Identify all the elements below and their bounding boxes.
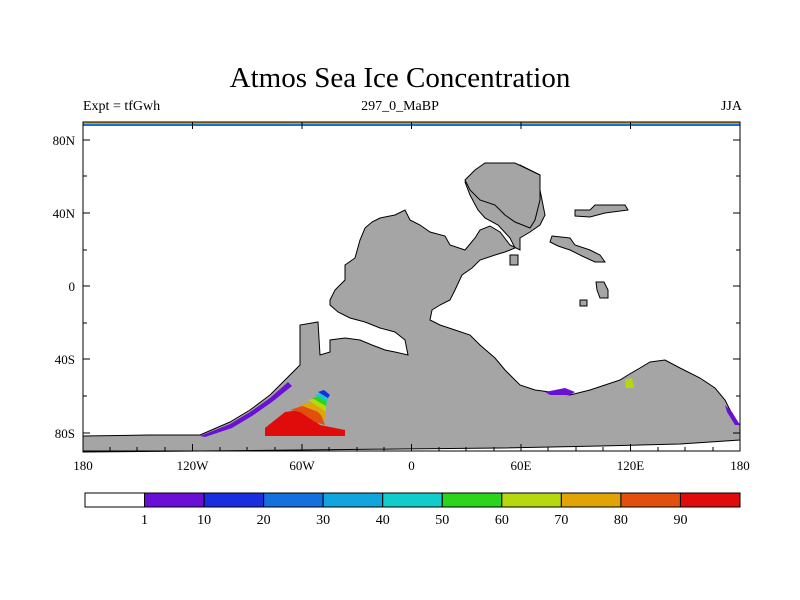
lon-label-120w: 120W (177, 458, 210, 473)
lon-labels: 180 120W 60W 0 60E 120E 180 (73, 458, 750, 473)
lon-label-180w: 180 (73, 458, 93, 473)
land-east-block (464, 162, 541, 229)
colorbar-label: 20 (257, 513, 271, 528)
lat-ticks (83, 139, 740, 434)
colorbar-swatch (84, 492, 146, 508)
ice-edge-4 (725, 405, 740, 425)
land-island-2 (549, 235, 606, 263)
colorbar-swatch (382, 492, 443, 508)
season-label: JJA (720, 99, 742, 114)
colorbar-label: 40 (376, 513, 390, 528)
lon-label-180e: 180 (730, 458, 750, 473)
colorbar-label: 50 (435, 513, 449, 528)
chart-title: Atmos Sea Ice Concentration (229, 62, 571, 94)
ice-edge-2 (545, 388, 575, 395)
colorbar-label: 30 (316, 513, 330, 528)
ice-cyan (315, 393, 328, 402)
ice-edge-3 (625, 378, 634, 388)
lat-labels: 80N 40N 0 40S 80S (53, 133, 76, 441)
lat-label-80s: 80S (55, 426, 75, 441)
land-pangaea (82, 162, 741, 453)
lat-label-0: 0 (69, 279, 76, 294)
age-label: 297_0_MaBP (361, 99, 439, 114)
ice-orange (290, 405, 325, 425)
colorbar-swatch (322, 492, 384, 508)
lon-label-60e: 60E (511, 458, 532, 473)
colorbar-swatch (263, 492, 324, 508)
experiment-label: Expt = tfGwh (83, 99, 161, 114)
landmasses (82, 162, 741, 453)
ice-green (312, 396, 327, 406)
lat-label-80n: 80N (53, 133, 76, 148)
colorbar-swatch (560, 492, 622, 508)
land-island-4 (579, 299, 588, 307)
land-island-1 (574, 204, 629, 218)
colorbar-swatch (679, 492, 741, 508)
lon-label-60w: 60W (289, 458, 315, 473)
colorbar-label: 60 (495, 513, 509, 528)
lat-label-40n: 40N (53, 206, 76, 221)
lon-label-120e: 120E (617, 458, 645, 473)
colorbar-swatch (501, 492, 562, 508)
colorbar-label: 1 (141, 513, 148, 528)
colorbar-swatch (144, 492, 205, 508)
colorbar-label: 70 (554, 513, 568, 528)
colorbar-swatch (203, 492, 265, 508)
lon-ticks (82, 122, 741, 451)
land-island-3 (595, 281, 609, 299)
colorbar-label: 80 (614, 513, 628, 528)
colorbar: 1 10 20 30 40 50 60 70 80 90 (84, 492, 741, 528)
colorbar-label: 90 (673, 513, 687, 528)
sea-ice-shading (200, 378, 740, 437)
ice-edge-1 (200, 382, 292, 437)
lon-label-0: 0 (408, 458, 415, 473)
lat-label-40s: 40S (55, 352, 75, 367)
colorbar-label: 10 (197, 513, 211, 528)
land-island-5 (509, 254, 519, 266)
ice-blue (318, 390, 330, 398)
ice-red (265, 410, 345, 436)
colorbar-swatch (620, 492, 681, 508)
colorbar-swatch (441, 492, 503, 508)
